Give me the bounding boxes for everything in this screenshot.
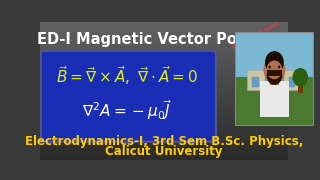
Bar	[298, 82, 303, 93]
Bar	[40, 47, 288, 49]
Bar	[40, 141, 288, 144]
Bar	[40, 132, 288, 135]
Text: $\vec{B}=\vec{\nabla}\times\vec{A},\ \vec{\nabla}\cdot\vec{A}=0$: $\vec{B}=\vec{\nabla}\times\vec{A},\ \ve…	[56, 64, 198, 87]
Bar	[40, 66, 288, 69]
Circle shape	[267, 66, 282, 85]
Bar	[40, 152, 288, 155]
Bar	[40, 146, 288, 149]
Bar	[265, 77, 271, 87]
Text: Electrodynamics-I, 3rd Sem B.Sc. Physics,: Electrodynamics-I, 3rd Sem B.Sc. Physics…	[25, 135, 303, 148]
Bar	[40, 130, 288, 132]
Bar	[40, 99, 288, 102]
Bar	[40, 110, 288, 113]
Bar	[40, 135, 288, 138]
Bar	[289, 77, 295, 87]
Text: Dr. Saju K John: Dr. Saju K John	[231, 21, 280, 50]
Bar	[270, 77, 279, 85]
Bar	[40, 55, 288, 58]
FancyBboxPatch shape	[41, 51, 216, 142]
Bar	[40, 80, 288, 83]
Bar	[235, 32, 314, 77]
Bar	[40, 85, 288, 88]
Circle shape	[265, 51, 284, 74]
Bar	[40, 58, 288, 60]
Bar	[40, 83, 288, 85]
Bar	[40, 144, 288, 146]
Bar	[277, 77, 284, 87]
Bar	[40, 30, 288, 33]
Bar	[267, 70, 282, 76]
Circle shape	[292, 68, 308, 87]
Circle shape	[278, 66, 280, 68]
Bar	[40, 158, 288, 160]
Bar	[40, 44, 288, 47]
Bar	[235, 77, 314, 126]
Bar	[40, 71, 288, 74]
Bar	[40, 107, 288, 110]
Bar	[260, 81, 289, 117]
Text: Calicut University: Calicut University	[105, 145, 223, 158]
Circle shape	[267, 60, 282, 79]
Bar	[40, 22, 288, 24]
Bar	[40, 121, 288, 124]
Bar	[40, 127, 288, 130]
Bar	[40, 91, 288, 94]
Text: $\nabla^2 A = -\mu_0\vec{J}$: $\nabla^2 A = -\mu_0\vec{J}$	[82, 98, 172, 122]
Bar	[40, 113, 288, 116]
Bar	[40, 155, 288, 158]
Bar	[40, 63, 288, 66]
Bar	[40, 49, 288, 52]
Bar	[40, 77, 288, 80]
Bar	[40, 52, 288, 55]
Bar	[40, 74, 288, 77]
Bar	[40, 88, 288, 91]
Bar	[40, 102, 288, 105]
Bar	[40, 96, 288, 99]
Bar	[252, 77, 259, 87]
Bar	[40, 119, 288, 121]
Bar	[40, 149, 288, 152]
Circle shape	[263, 57, 285, 83]
Bar	[40, 138, 288, 141]
Bar	[40, 41, 288, 44]
Bar	[40, 33, 288, 35]
Circle shape	[268, 66, 271, 68]
Bar	[40, 124, 288, 127]
Bar	[40, 69, 288, 71]
Bar	[40, 116, 288, 119]
Bar	[40, 24, 288, 27]
Text: ED-I Magnetic Vector Potential: ED-I Magnetic Vector Potential	[37, 32, 291, 47]
Bar	[40, 105, 288, 107]
Bar	[40, 60, 288, 63]
Bar	[40, 94, 288, 96]
Bar	[40, 38, 288, 41]
Bar	[247, 70, 302, 90]
Bar	[40, 27, 288, 30]
Bar	[40, 35, 288, 38]
